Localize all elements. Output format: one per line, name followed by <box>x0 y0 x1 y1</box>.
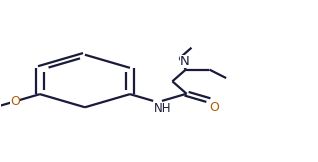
Text: O: O <box>209 101 219 114</box>
Text: N: N <box>180 55 190 68</box>
Text: NH: NH <box>154 102 171 115</box>
Text: O: O <box>10 95 20 108</box>
